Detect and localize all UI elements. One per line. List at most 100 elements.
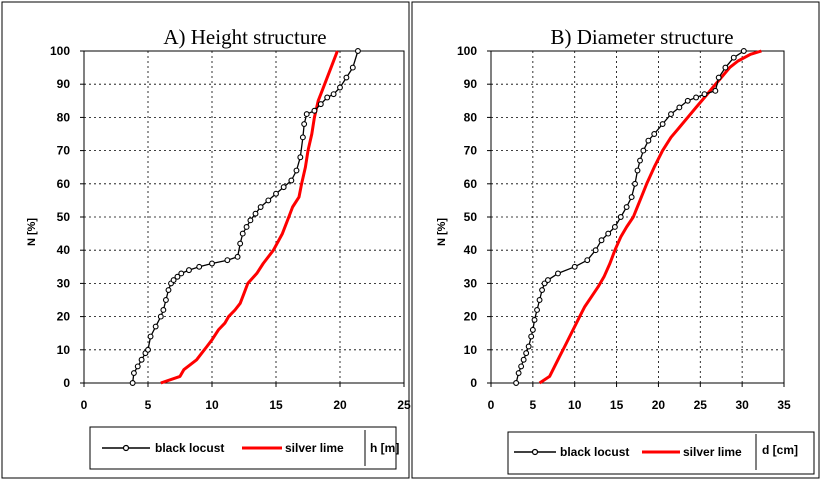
data-point-black-locust [239, 230, 246, 237]
y-tick-label: 50 [464, 210, 478, 224]
x-tick-label: 35 [777, 398, 791, 412]
legend-label-silver-lime-a: silver lime [285, 441, 344, 455]
data-point-black-locust [529, 326, 536, 333]
chart-title-a: A) Height structure [163, 25, 326, 49]
y-tick-label: 80 [57, 110, 71, 124]
data-point-black-locust [330, 91, 337, 98]
x-tick-label: 15 [610, 398, 624, 412]
data-point-black-locust [288, 177, 295, 184]
data-point-black-locust [247, 217, 254, 224]
y-tick-label: 90 [57, 77, 71, 91]
data-point-black-locust [234, 253, 241, 260]
data-point-black-locust [605, 230, 612, 237]
series-line-silver-lime [160, 50, 339, 385]
data-point-black-locust [539, 287, 546, 293]
legend-marker-black-locust-b [531, 448, 539, 456]
data-point-black-locust [623, 204, 630, 210]
y-tick-label: 70 [464, 144, 478, 158]
data-point-black-locust [165, 287, 172, 293]
data-point-black-locust [129, 380, 136, 386]
data-point-black-locust [598, 237, 605, 244]
data-point-black-locust [651, 131, 658, 137]
y-tick-label: 50 [57, 210, 71, 224]
data-point-black-locust [297, 154, 304, 161]
data-point-black-locust [337, 84, 343, 91]
data-point-black-locust [257, 204, 264, 210]
legend-b: black locust silver lime d [cm] [507, 431, 815, 475]
data-point-black-locust [541, 280, 548, 287]
data-point-black-locust [349, 64, 356, 71]
plot-area-a: 0 5 10 15 20 25 0 10 20 30 40 50 60 70 80 90 100 [50, 44, 411, 412]
data-point-black-locust [237, 240, 244, 247]
data-point-black-locust [343, 74, 350, 81]
data-point-black-locust [701, 91, 708, 98]
data-point-black-locust [520, 356, 527, 363]
x-tick-label: 25 [397, 398, 411, 412]
data-point-black-locust [273, 190, 279, 197]
y-tick-label: 0 [63, 376, 70, 390]
y-tick-label: 10 [57, 343, 71, 357]
data-point-black-locust [130, 370, 137, 376]
data-point-black-locust [571, 263, 578, 270]
data-point-black-locust [252, 210, 259, 217]
data-point-black-locust [592, 247, 599, 254]
panel-height-structure: A) Height structure 0 5 10 15 20 25 0 10 20 30 40 5… [1, 1, 411, 479]
data-point-black-locust [715, 74, 722, 81]
x-tick-label: 10 [205, 398, 219, 412]
x-tick-label: 5 [145, 398, 152, 412]
data-point-black-locust [544, 277, 551, 284]
data-point-black-locust [531, 316, 538, 323]
data-point-black-locust [515, 370, 522, 376]
data-point-black-locust [513, 380, 520, 386]
y-tick-label: 30 [464, 276, 478, 290]
y-tick-label: 20 [464, 310, 478, 324]
data-point-black-locust [584, 257, 591, 264]
y-tick-label: 40 [57, 243, 71, 257]
data-point-black-locust [324, 94, 331, 101]
panel-diameter-structure: B) Diameter structure 0 5 10 15 20 25 30 35 0 10 2… [411, 1, 820, 479]
chart-title-b: B) Diameter structure [550, 25, 733, 49]
data-point-black-locust [640, 147, 647, 154]
data-point-black-locust [152, 323, 159, 330]
y-tick-label: 0 [470, 376, 477, 390]
data-point-black-locust [634, 167, 641, 174]
panel-a-frame [1, 1, 410, 479]
data-point-black-locust [684, 97, 691, 104]
data-point-black-locust [536, 297, 543, 303]
data-point-black-locust [280, 184, 287, 191]
data-point-black-locust [178, 270, 185, 277]
data-point-black-locust [632, 180, 638, 187]
data-point-black-locust [693, 94, 700, 101]
legend-label-black-locust-b: black locust [560, 445, 629, 459]
x-tick-label: 25 [694, 398, 708, 412]
data-point-black-locust [293, 167, 300, 174]
data-point-black-locust [196, 263, 203, 270]
data-point-black-locust [265, 197, 272, 204]
data-point-black-locust [224, 257, 231, 264]
y-tick-label: 60 [57, 177, 71, 191]
data-point-black-locust [170, 277, 177, 284]
data-point-black-locust [628, 194, 635, 201]
data-point-black-locust [186, 267, 192, 274]
y-axis-label-a: N [%] [26, 218, 38, 246]
data-point-black-locust [668, 111, 674, 118]
panel-b-frame [411, 1, 820, 479]
data-point-black-locust [301, 121, 308, 127]
series-line-black-locust [515, 50, 745, 384]
data-point-black-locust [659, 121, 666, 127]
legend-marker-black-locust-a [122, 444, 130, 452]
data-point-black-locust [555, 270, 561, 277]
data-point-black-locust [145, 346, 151, 353]
data-point-black-locust [174, 273, 181, 280]
data-point-black-locust [528, 333, 535, 340]
data-point-black-locust [147, 333, 154, 340]
data-point-black-locust [311, 107, 318, 114]
data-point-black-locust [317, 101, 324, 108]
x-tick-label: 5 [530, 398, 537, 412]
data-point-black-locust [243, 224, 250, 230]
y-tick-label: 40 [464, 243, 478, 257]
y-tick-label: 100 [50, 44, 70, 58]
x-tick-label: 0 [81, 398, 88, 412]
data-point-black-locust [645, 137, 652, 144]
